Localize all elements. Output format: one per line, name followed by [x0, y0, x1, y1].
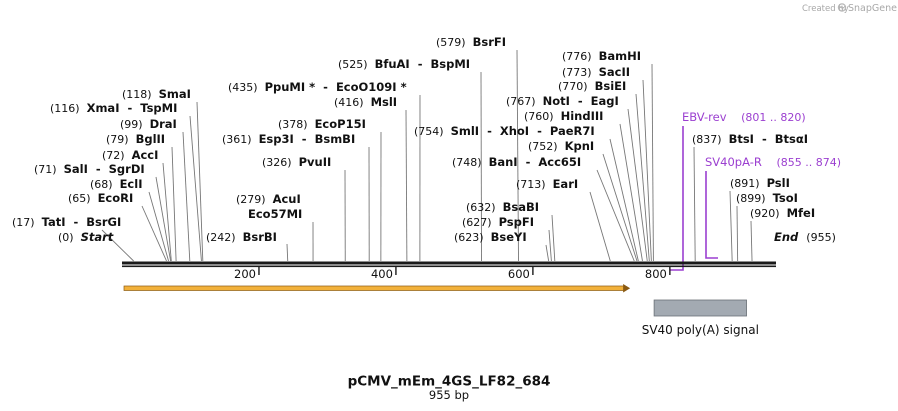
enzyme-site-acci[interactable]: (72) AccI: [102, 148, 158, 162]
enzyme-site-mfei[interactable]: (920) MfeI: [750, 206, 815, 220]
enzyme-leader-line: [155, 176, 172, 262]
enzyme-leader-line: [141, 205, 167, 262]
enzyme-leader-line: [619, 123, 643, 262]
enzyme-site-drai[interactable]: (99) DraI: [120, 117, 177, 131]
enzyme-leader-line: [635, 93, 650, 262]
enzyme-leader-line: [171, 146, 177, 262]
enzyme-site-pspfi[interactable]: (627) PspFI: [462, 215, 534, 229]
enzyme-leader-line: [182, 131, 191, 262]
branding-product: SnapGene: [848, 3, 897, 14]
enzyme-site-hindiii[interactable]: (760) HindIII: [524, 109, 603, 123]
sequence-start-label[interactable]: (0) Start: [58, 230, 114, 244]
enzyme-site-bseyi[interactable]: (623) BseYI: [454, 230, 527, 244]
enzyme-site-sacii[interactable]: (773) SacII: [562, 65, 630, 79]
sequence-name: pCMV_mEm_4GS_LF82_684: [348, 374, 551, 390]
enzyme-site-ecop15i[interactable]: (378) EcoP15I: [278, 117, 366, 131]
backbone-top-strand: [122, 261, 776, 265]
enzyme-site-noti[interactable]: (767) NotI - EagI: [506, 94, 619, 108]
primer-annotations: EBV-rev (801 .. 820) SV40pA-R (855 .. 874…: [670, 110, 841, 271]
primer-binding-marker: [705, 171, 718, 259]
enzyme-leader-line: [545, 244, 550, 262]
enzyme-site-pvuii[interactable]: (326) PvuII: [262, 155, 331, 169]
enzyme-site-tsoi[interactable]: (899) TsoI: [736, 191, 798, 205]
feature-polyA-label: SV40 poly(A) signal: [642, 323, 759, 337]
enzyme-site-esp3i[interactable]: (361) Esp3I - BsmBI: [222, 132, 355, 146]
enzyme-site-psli[interactable]: (891) PslI: [730, 176, 790, 190]
enzyme-leader-line: [651, 63, 654, 262]
enzyme-labels: (17) TatI - BsrGI (65) EcoRI(68) EclI(71)…: [12, 35, 836, 244]
primer-sv40pa-r-label[interactable]: SV40pA-R (855 .. 874): [705, 155, 841, 169]
enzyme-leader-line: [405, 109, 408, 262]
enzyme-site-bsrfi[interactable]: (579) BsrFI: [436, 35, 506, 49]
enzyme-leader-line: [196, 101, 204, 262]
ruler-tick-label: 600: [508, 267, 530, 281]
enzyme-site-ecli[interactable]: (68) EclI: [90, 177, 142, 191]
enzyme-site-xmai[interactable]: (116) XmaI - TspMI: [50, 101, 177, 115]
enzyme-leader-line: [750, 220, 753, 262]
enzyme-site-eari[interactable]: (713) EarI: [516, 177, 578, 191]
enzyme-site-ppumi[interactable]: (435) PpuMI * - EcoO109I *: [228, 80, 407, 94]
enzyme-leader-line: [101, 229, 134, 262]
feature-track: SV40 poly(A) signal: [123, 284, 759, 337]
enzyme-site-bsrbi[interactable]: (242) BsrBI: [206, 230, 277, 244]
enzyme-leader-line: [693, 146, 696, 262]
enzyme-site-bani[interactable]: (748) BanI - Acc65I: [452, 155, 581, 169]
enzyme-site-sali[interactable]: (71) SalI - SgrDI: [34, 162, 145, 176]
feature-orf-arrow[interactable]: [123, 284, 631, 293]
enzyme-site-ecori[interactable]: (65) EcoRI: [68, 191, 133, 205]
snapgene-logo-icon: [837, 3, 847, 12]
enzyme-site-bamhi[interactable]: (776) BamHI: [562, 49, 641, 63]
enzyme-leader-line: [551, 214, 556, 262]
enzyme-site-smai[interactable]: (118) SmaI: [122, 87, 191, 101]
enzyme-site-bsabi[interactable]: (632) BsaBI: [466, 200, 539, 214]
enzyme-leader-line: [286, 243, 289, 262]
enzyme-leader-line: [627, 108, 648, 262]
primer-ebv-rev-label[interactable]: EBV-rev (801 .. 820): [682, 110, 806, 124]
sequence-backbone: [122, 261, 776, 268]
primer-binding-marker: [670, 126, 684, 271]
ruler-tick-label: 400: [371, 267, 393, 281]
enzyme-site-bfuai[interactable]: (525) BfuAI - BspMI: [338, 57, 470, 71]
branding-created-by: Created by: [802, 4, 849, 14]
ruler-tick-label: 200: [234, 267, 256, 281]
enzyme-leader-line: [736, 205, 739, 262]
enzyme-site-btsi[interactable]: (837) BtsI - BtsαI: [692, 132, 808, 146]
enzyme-leader-line: [516, 49, 519, 262]
backbone-bottom-strand: [122, 265, 776, 268]
enzyme-leader-line: [589, 191, 611, 262]
enzyme-leader-line: [729, 190, 733, 262]
ruler-tick-label: 800: [645, 267, 667, 281]
enzyme-site-acui[interactable]: (279) AcuI: [236, 192, 301, 206]
enzyme-leader-line: [480, 71, 482, 262]
enzyme-leader-line: [602, 153, 638, 262]
enzyme-leader-line: [596, 169, 635, 262]
enzyme-leader-line: [162, 162, 172, 262]
enzyme-site-smli[interactable]: (754) SmlI - XhoI - PaeR7I: [414, 124, 595, 138]
bp-ruler: 200 400 600 800: [234, 267, 671, 281]
enzyme-site-eco57mi[interactable]: Eco57MI: [248, 207, 302, 221]
enzyme-site-kpni[interactable]: (752) KpnI: [528, 139, 594, 153]
sequence-end-label[interactable]: End (955): [774, 230, 836, 244]
enzyme-leader-lines: [101, 49, 753, 262]
enzyme-site-tati[interactable]: (17) TatI - BsrGI: [12, 215, 121, 229]
enzyme-site-bsiei[interactable]: (770) BsiEI: [558, 79, 626, 93]
enzyme-leader-line: [642, 79, 652, 262]
enzyme-leader-line: [189, 115, 202, 262]
enzyme-leader-line: [609, 138, 639, 262]
feature-polyA-box[interactable]: [653, 299, 747, 317]
enzyme-leader-line: [548, 229, 552, 262]
enzyme-site-msli[interactable]: (416) MslI: [334, 95, 397, 109]
sequence-length: 955 bp: [429, 388, 469, 402]
enzyme-leader-line: [148, 191, 170, 262]
enzyme-site-bglii[interactable]: (79) BglII: [106, 132, 165, 146]
